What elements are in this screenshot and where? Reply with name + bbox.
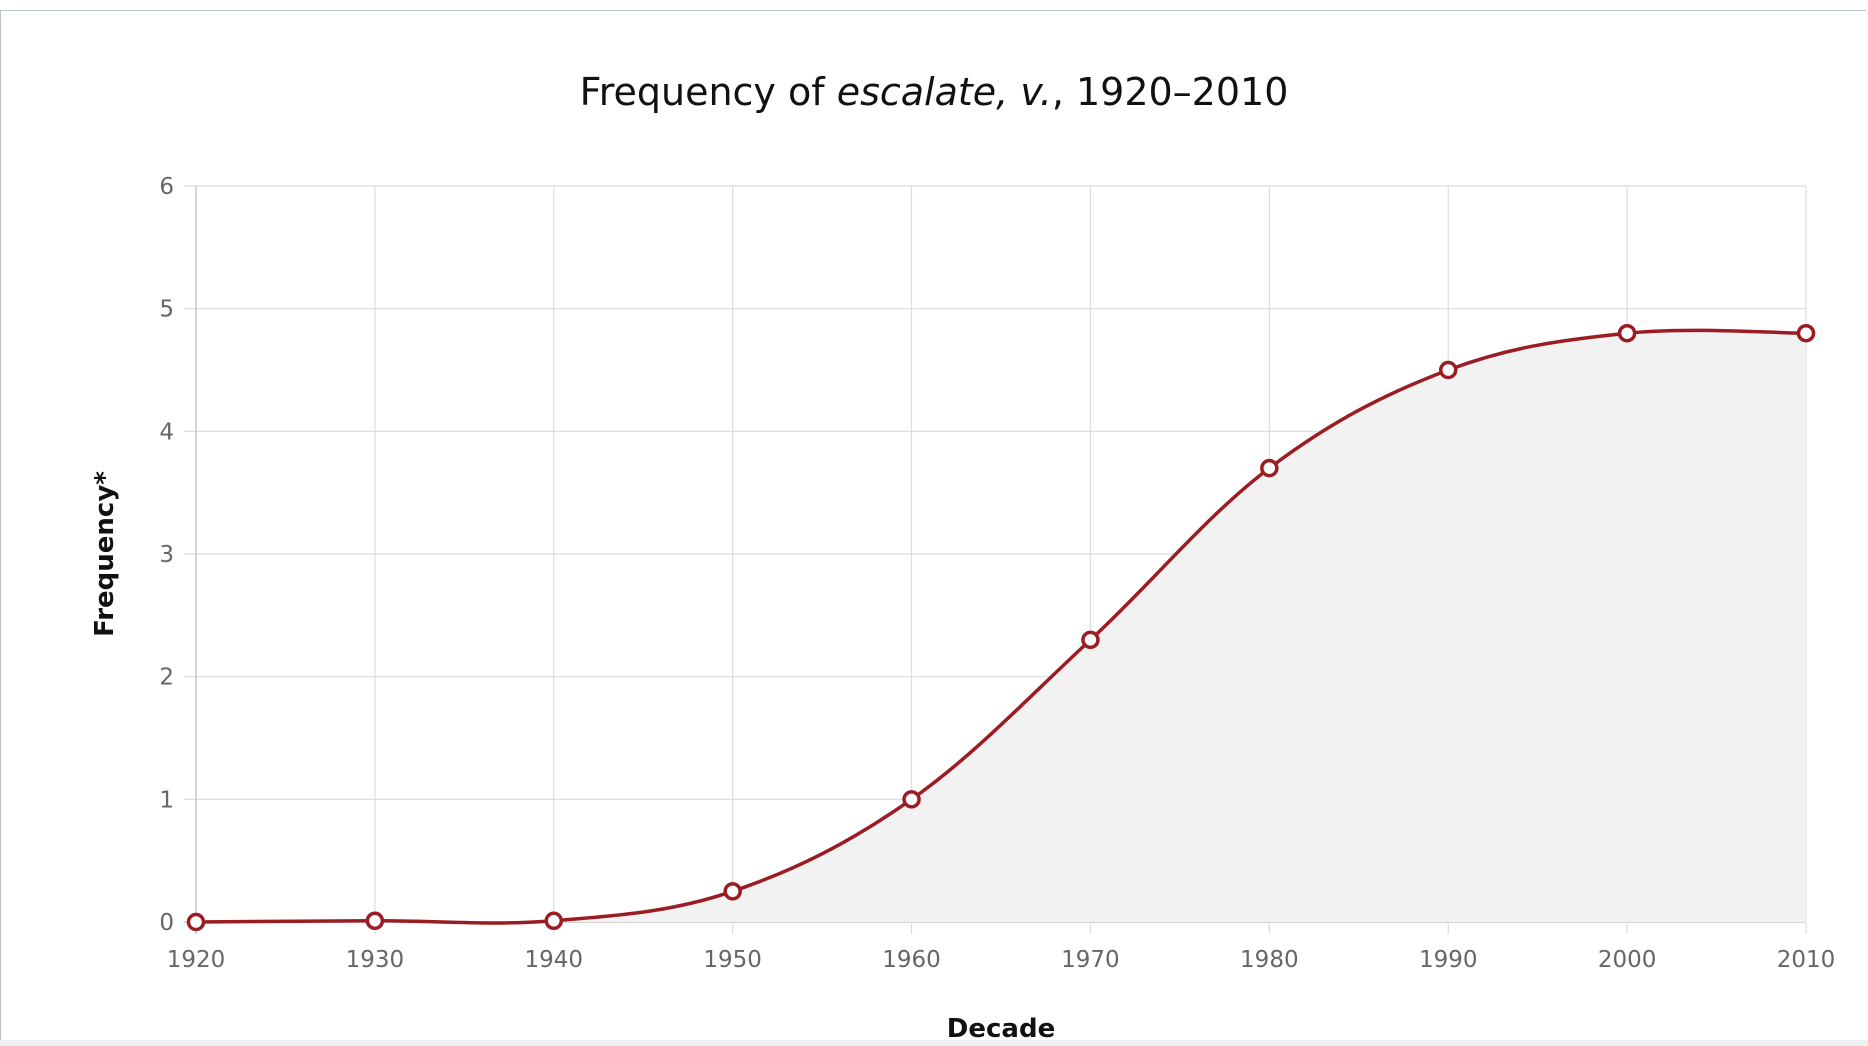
bottom-scroll-strip bbox=[0, 1040, 1868, 1046]
data-points bbox=[186, 323, 1816, 932]
y-tick-label-6: 6 bbox=[159, 174, 174, 200]
x-tick-label-0: 1920 bbox=[167, 947, 226, 973]
y-tick-label-3: 3 bbox=[159, 542, 174, 568]
x-tick-label-7: 1990 bbox=[1419, 947, 1478, 973]
x-tick-label-9: 2010 bbox=[1777, 947, 1836, 973]
data-point-1980 bbox=[1260, 458, 1279, 478]
x-axis-ticks: 1920 1930 1940 1950 1960 1970 1980 1990 2000 2010 bbox=[167, 947, 1836, 973]
y-axis-ticks: 0 1 2 3 4 5 6 bbox=[159, 174, 174, 936]
y-tick-label-5: 5 bbox=[159, 297, 174, 323]
x-tick-label-6: 1980 bbox=[1240, 947, 1299, 973]
x-axis-label: Decade bbox=[947, 1014, 1055, 1044]
data-point-1960 bbox=[902, 790, 921, 809]
chart-title: Frequency of escalate, v., 1920–2010 bbox=[0, 70, 1868, 114]
chart-frame bbox=[0, 10, 1866, 1046]
y-tick-label-0: 0 bbox=[159, 910, 174, 936]
data-point-1990 bbox=[1438, 360, 1458, 380]
title-headword: escalate, v. bbox=[836, 70, 1052, 114]
data-point-1950 bbox=[723, 882, 742, 901]
y-tick-label-4: 4 bbox=[159, 419, 174, 445]
x-tick-label-5: 1970 bbox=[1061, 947, 1120, 973]
x-tick-label-8: 2000 bbox=[1598, 947, 1657, 973]
data-point-1920 bbox=[186, 912, 206, 932]
data-point-1970 bbox=[1081, 630, 1100, 650]
title-suffix: , 1920–2010 bbox=[1051, 70, 1289, 114]
data-point-1940 bbox=[544, 911, 564, 931]
y-tick-label-1: 1 bbox=[159, 787, 174, 813]
y-tick-label-2: 2 bbox=[159, 665, 174, 691]
data-point-1930 bbox=[365, 911, 385, 931]
x-tick-label-3: 1950 bbox=[703, 947, 762, 973]
x-tick-label-4: 1960 bbox=[882, 947, 941, 973]
title-prefix: Frequency of bbox=[579, 70, 837, 114]
data-point-2010 bbox=[1796, 323, 1816, 343]
x-tick-label-1: 1930 bbox=[346, 947, 405, 973]
y-axis-label: Frequency* bbox=[90, 471, 120, 637]
frequency-area bbox=[196, 330, 1806, 924]
x-tick-label-2: 1940 bbox=[525, 947, 584, 973]
data-point-2000 bbox=[1617, 323, 1637, 343]
frequency-line bbox=[195, 328, 1807, 925]
